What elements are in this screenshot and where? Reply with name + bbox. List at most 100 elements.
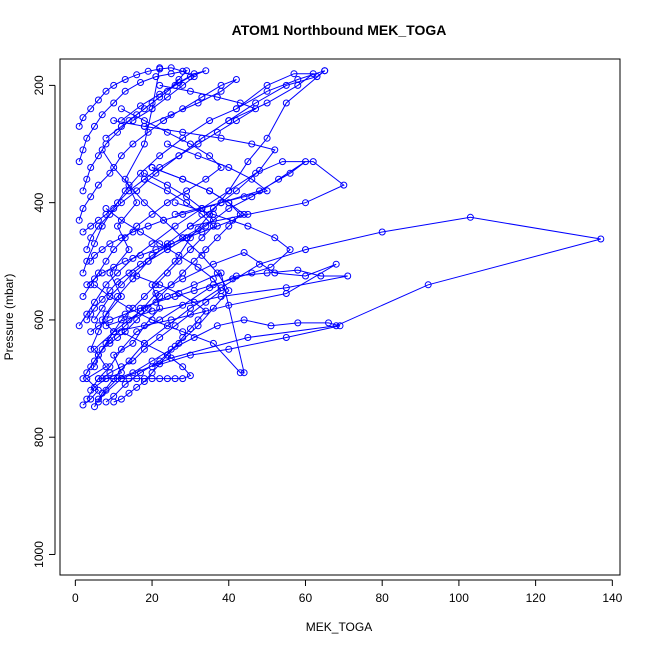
data-point [179,128,187,136]
data-point [102,375,110,383]
data-point [240,210,248,218]
series-group [75,64,605,411]
data-point [121,310,129,318]
data-point [206,187,214,195]
data-point [256,187,263,195]
data-point [94,395,102,403]
data-point [213,128,221,136]
data-point [202,246,210,254]
data-point [156,93,164,101]
data-point [87,395,95,403]
data-point [248,269,256,277]
series-line [78,79,237,221]
data-point [110,375,118,383]
data-point [240,249,248,256]
data-point [106,240,114,248]
data-point [129,254,137,262]
data-point [133,316,141,324]
data-point [240,369,248,377]
data-point [171,210,179,218]
data-point [378,228,386,236]
data-point [252,105,260,113]
data-point [232,187,240,195]
series-16 [79,67,210,195]
data-point [87,234,95,242]
data-point [110,328,118,336]
data-point [186,310,194,318]
y-tick-label: 400 [32,192,46,212]
data-point [91,345,98,353]
data-point [194,263,202,271]
data-point [175,257,183,265]
data-point [194,225,202,233]
data-point [98,246,106,254]
data-point [160,216,168,224]
data-point [83,175,91,183]
data-point [217,287,225,295]
data-point [190,257,198,265]
y-tick-label: 800 [32,427,46,447]
data-point [137,260,144,268]
data-point [225,345,233,353]
data-point [94,375,102,383]
data-point [117,316,125,324]
data-point [225,199,233,207]
data-point [144,304,152,312]
data-point [125,389,133,397]
data-point [110,246,118,254]
data-point [117,199,125,207]
data-point [340,181,348,189]
data-point [83,257,91,265]
data-point [186,372,194,380]
data-point [144,222,152,230]
plot-area [59,58,621,576]
data-point [117,216,125,224]
data-point [202,175,210,183]
data-point [156,164,164,171]
data-point [179,175,187,183]
data-point [275,175,283,183]
data-point [213,234,221,242]
data-point [102,363,110,371]
data-point [98,146,106,154]
data-point [213,222,221,230]
data-point [117,395,125,403]
data-point [148,105,156,113]
data-point [148,369,156,377]
data-point [466,213,474,221]
series-line [82,73,315,274]
data-point [336,322,344,330]
data-point [179,67,187,75]
data-point [152,298,160,306]
data-point [194,316,202,324]
x-axis: 0 20 40 60 80 100 120 140 [72,579,623,605]
data-point [213,269,221,277]
data-point [102,339,110,347]
x-tick-label: 140 [602,591,622,605]
data-point [133,272,141,280]
data-point [110,164,118,171]
data-point [91,275,98,283]
series-9 [87,117,279,353]
series-21 [106,164,244,347]
data-point [148,316,156,324]
x-tick-label: 60 [299,591,313,605]
data-point [282,334,290,341]
data-point [179,334,187,341]
data-point [106,369,114,377]
data-point [91,316,98,324]
data-point [244,158,252,166]
data-point [125,316,133,324]
data-point [114,278,121,286]
data-point [183,193,191,201]
data-point [186,87,194,95]
data-point [121,328,129,336]
data-point [286,246,294,254]
data-point [137,102,144,110]
data-point [125,269,133,277]
data-point [225,222,233,230]
data-point [209,339,217,347]
series-line [94,161,306,321]
data-point [94,322,102,330]
data-point [179,234,187,242]
